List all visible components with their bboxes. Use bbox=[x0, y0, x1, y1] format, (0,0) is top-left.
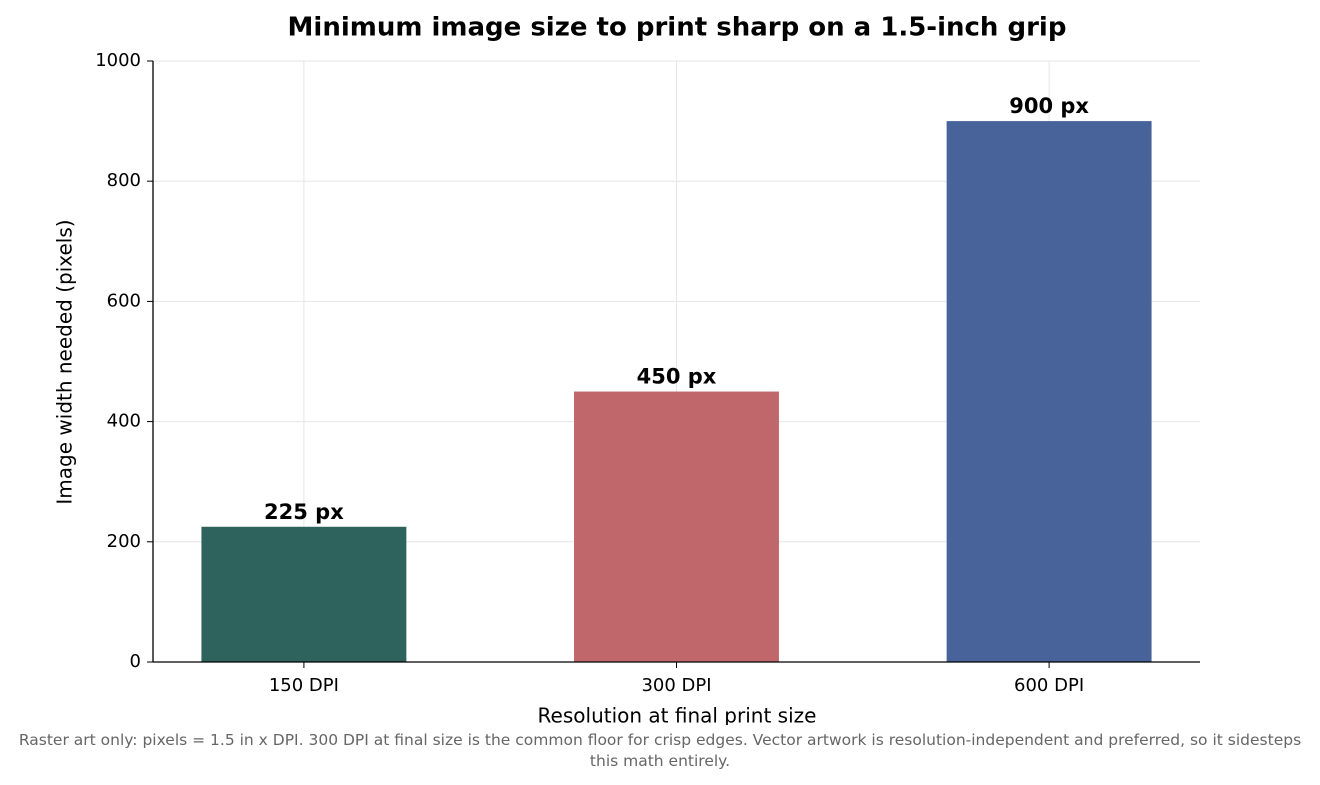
bar bbox=[946, 121, 1152, 663]
bar bbox=[574, 391, 779, 662]
y-tick-label: 600 bbox=[107, 290, 141, 311]
y-tick-label: 200 bbox=[107, 531, 141, 552]
chart-title: Minimum image size to print sharp on a 1… bbox=[288, 13, 1067, 43]
x-tick-label: 150 DPI bbox=[269, 675, 339, 696]
x-axis-label: Resolution at final print size bbox=[538, 704, 817, 726]
y-tick-label: 1000 bbox=[95, 50, 141, 71]
value-label: 450 px bbox=[637, 365, 717, 389]
y-tick-label: 400 bbox=[107, 411, 141, 432]
y-tick-label: 800 bbox=[107, 170, 141, 191]
bar bbox=[201, 526, 407, 662]
y-axis-label: Image width needed (pixels) bbox=[53, 219, 77, 504]
footnote: Raster art only: pixels = 1.5 in x DPI. … bbox=[18, 731, 1302, 770]
x-tick-label: 600 DPI bbox=[1014, 675, 1084, 696]
y-tick-label: 0 bbox=[130, 651, 141, 672]
chart: Minimum image size to print sharp on a 1… bbox=[53, 13, 1200, 726]
value-label: 900 px bbox=[1009, 94, 1089, 118]
value-label: 225 px bbox=[264, 500, 344, 524]
x-tick-label: 300 DPI bbox=[641, 675, 711, 696]
